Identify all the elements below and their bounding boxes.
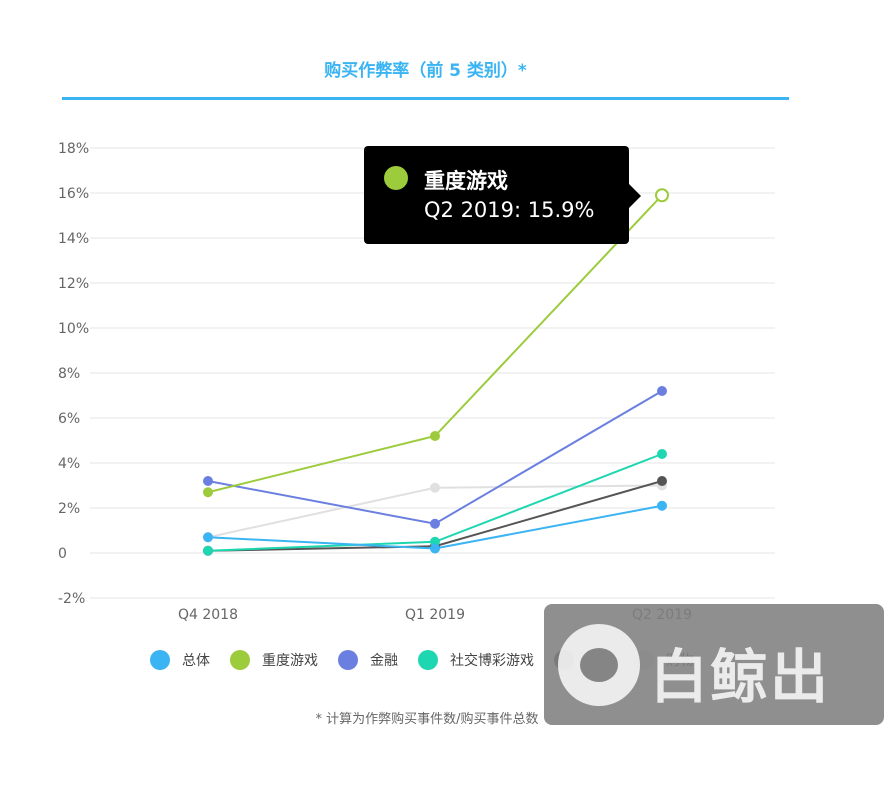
data-point (430, 482, 440, 493)
tooltip-series-dot (384, 166, 408, 190)
highlighted-data-point (655, 188, 669, 203)
y-tick-label: 8% (58, 366, 80, 382)
legend-label: 社交博彩游戏 (450, 653, 534, 669)
data-point (203, 545, 213, 556)
tooltip-series-name: 重度游戏 (424, 169, 508, 193)
y-tick-label: 16% (58, 186, 89, 202)
data-point (203, 476, 213, 486)
legend-item[interactable]: 社交博彩游戏 (418, 650, 534, 670)
x-tick-label: Q1 2019 (405, 607, 465, 623)
y-tick-label: -2% (58, 591, 85, 607)
y-tick-label: 14% (58, 231, 89, 247)
series-line (207, 390, 663, 525)
data-point (657, 386, 667, 396)
legend-label: 重度游戏 (262, 653, 318, 669)
x-tick-label: Q4 2018 (178, 607, 238, 623)
legend-swatch (150, 650, 170, 670)
data-tooltip: 重度游戏 Q2 2019: 15.9% (364, 146, 641, 244)
title-underline (62, 97, 789, 100)
legend-item[interactable]: 总体 (150, 650, 210, 670)
chart-footnote: * 计算为作弊购买事件数/购买事件总数 (315, 712, 539, 727)
y-tick-label: 4% (58, 456, 80, 472)
y-tick-label: 18% (58, 141, 89, 157)
data-point (430, 543, 440, 554)
tooltip-pointer (629, 184, 641, 208)
legend-swatch (338, 650, 358, 670)
data-point (657, 449, 667, 459)
chart-title: 购买作弊率（前 5 类别）* (324, 61, 527, 81)
tooltip-value: Q2 2019: 15.9% (424, 198, 595, 222)
legend-item[interactable]: 金融 (338, 650, 398, 670)
legend-swatch (418, 650, 438, 670)
data-point (203, 532, 213, 543)
y-tick-label: 6% (58, 411, 80, 427)
y-tick-label: 2% (58, 501, 80, 517)
data-point (430, 431, 440, 441)
series-line (207, 453, 663, 552)
data-point (657, 500, 667, 511)
watermark-text: 白鲸出海 (650, 643, 831, 795)
legend-label: 总体 (182, 653, 210, 669)
whale-logo-icon (558, 624, 640, 706)
data-point (430, 518, 440, 529)
legend-swatch (230, 650, 250, 670)
y-tick-label: 10% (58, 321, 89, 337)
legend-label: 金融 (370, 653, 398, 669)
watermark: 白鲸出海 (544, 604, 884, 795)
y-tick-label: 0 (58, 546, 67, 562)
legend-item[interactable]: 重度游戏 (230, 650, 318, 670)
y-tick-label: 12% (58, 276, 89, 292)
data-point (657, 476, 667, 486)
data-point (203, 487, 213, 498)
